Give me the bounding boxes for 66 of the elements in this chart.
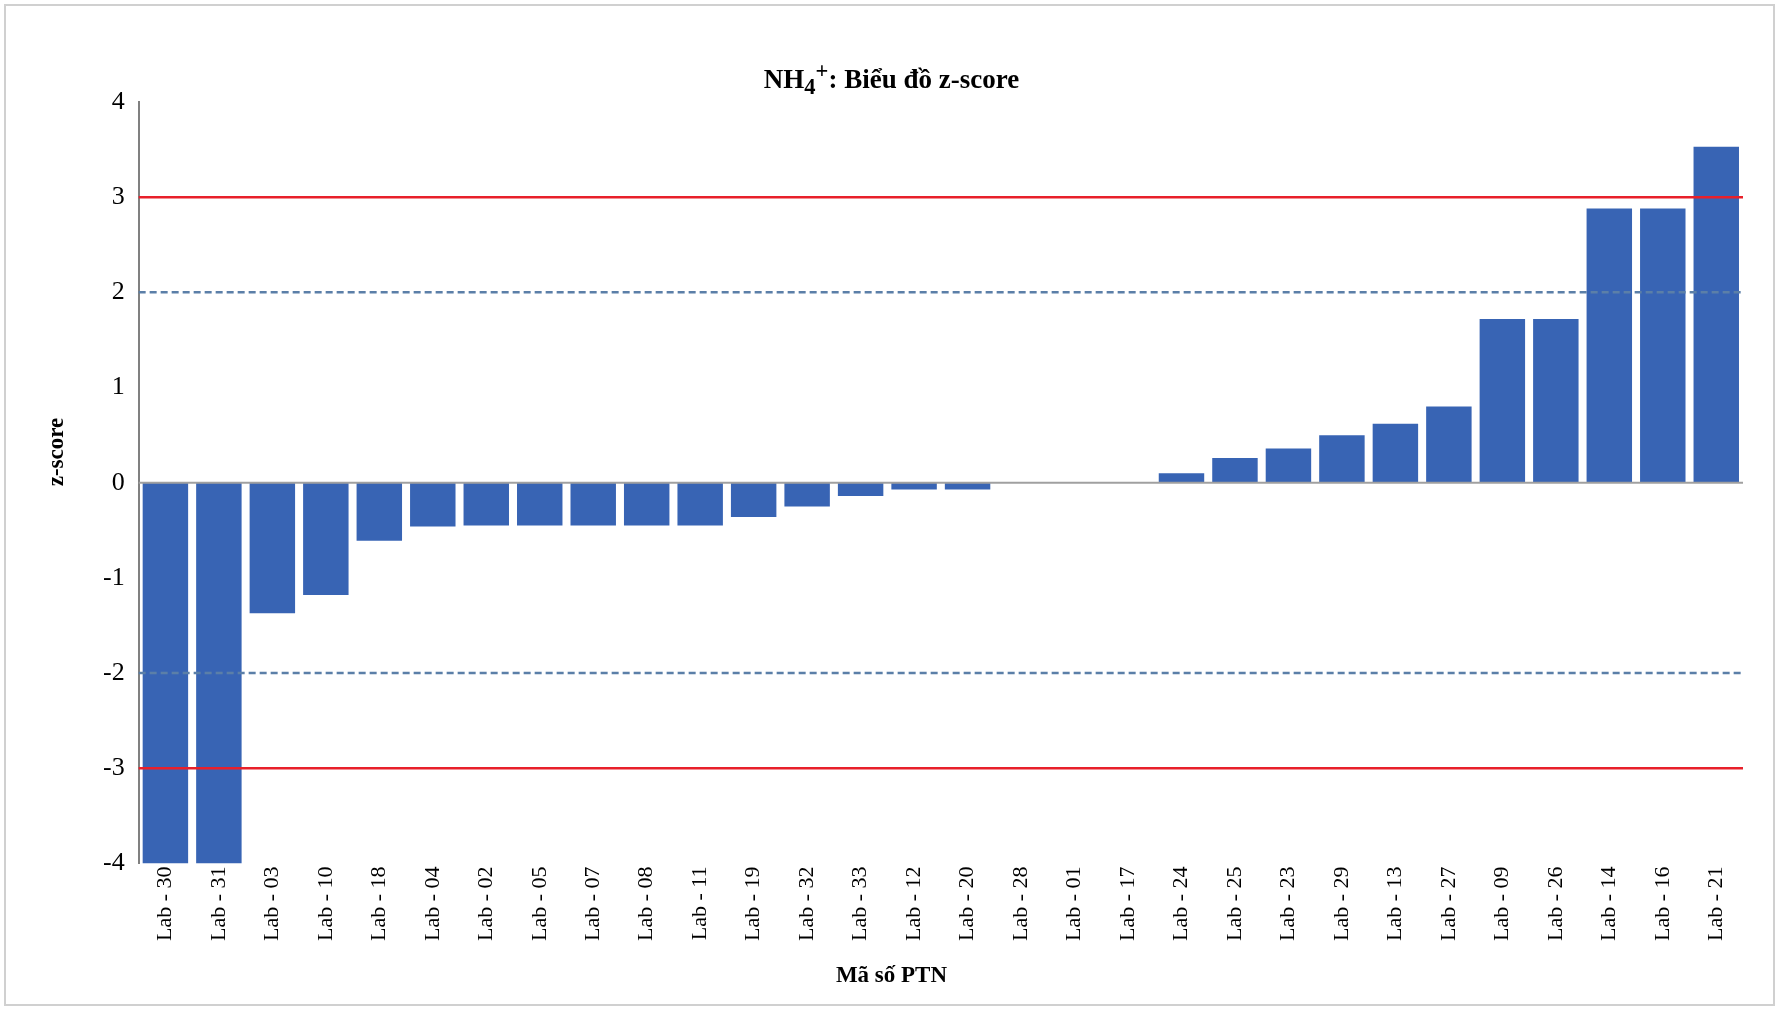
x-tick-label: Lab - 09 — [1488, 866, 1514, 941]
bar — [1426, 406, 1472, 483]
x-tick-label: Lab - 19 — [739, 866, 765, 941]
x-tick-label: Lab - 14 — [1595, 866, 1621, 941]
x-axis-title: Mã số PTN — [834, 962, 949, 988]
bar — [1640, 208, 1686, 483]
x-tick-label: Lab - 25 — [1220, 866, 1246, 941]
bar — [623, 482, 670, 526]
bar — [1319, 435, 1365, 483]
bar — [303, 482, 349, 596]
bar — [1533, 319, 1579, 483]
bar — [517, 482, 563, 526]
bar — [1693, 146, 1739, 483]
x-tick-label: Lab - 21 — [1702, 866, 1728, 941]
bar — [463, 482, 509, 526]
y-tick-label: 1 — [111, 371, 125, 401]
x-tick-label: Lab - 32 — [792, 866, 818, 941]
x-tick-label: Lab - 30 — [151, 866, 177, 941]
x-tick-label: Lab - 05 — [525, 866, 551, 941]
x-tick-label: Lab - 16 — [1648, 866, 1674, 941]
chart-title: NH$_{4}$$^{+}$: Biểu đồ z-score — [763, 58, 1020, 100]
y-axis-title: z-score — [43, 417, 69, 487]
x-tick-label: Lab - 29 — [1327, 866, 1353, 941]
x-tick-label: Lab - 23 — [1274, 866, 1300, 941]
x-tick-label: Lab - 33 — [846, 866, 872, 941]
x-tick-label: Lab - 20 — [953, 866, 979, 941]
x-tick-label: Lab - 04 — [418, 866, 444, 941]
y-tick-label: -3 — [102, 752, 125, 782]
bar — [1212, 457, 1258, 483]
x-tick-label: Lab - 02 — [472, 866, 498, 941]
x-tick-label: Lab - 13 — [1381, 866, 1407, 941]
x-tick-label: Lab - 18 — [365, 866, 391, 941]
y-tick-label: -2 — [102, 656, 125, 686]
y-tick-label: 2 — [111, 276, 125, 306]
x-tick-label: Lab - 01 — [1060, 866, 1086, 941]
bar — [356, 482, 403, 541]
bar — [1586, 208, 1633, 483]
bar — [1372, 423, 1419, 483]
bar — [730, 482, 777, 517]
x-tick-label: Lab - 31 — [204, 866, 230, 941]
y-tick-label: 0 — [111, 466, 125, 496]
x-tick-label: Lab - 28 — [1006, 866, 1032, 941]
x-tick-label: Lab - 17 — [1113, 866, 1139, 941]
y-tick-label: -1 — [102, 561, 125, 591]
x-tick-label: Lab - 12 — [899, 866, 925, 941]
bar — [196, 482, 242, 864]
x-tick-label: Lab - 27 — [1434, 866, 1460, 941]
x-tick-label: Lab - 07 — [579, 866, 604, 941]
bar — [1158, 473, 1205, 483]
bar — [142, 482, 189, 864]
bar — [1265, 448, 1312, 483]
x-tick-label: Lab - 24 — [1167, 866, 1193, 941]
x-tick-label: Lab - 26 — [1541, 866, 1567, 941]
bar — [784, 482, 830, 507]
y-tick-label: -4 — [102, 847, 125, 877]
x-tick-label: Lab - 03 — [258, 866, 284, 941]
x-tick-label: Lab - 08 — [632, 866, 658, 941]
bar — [410, 482, 456, 527]
x-tick-label: Lab - 10 — [311, 866, 337, 941]
y-tick-label: 4 — [111, 85, 125, 115]
y-tick-label: 3 — [111, 181, 125, 211]
bar — [1479, 319, 1526, 483]
bar — [570, 482, 616, 526]
x-tick-label: Lab - 11 — [685, 866, 711, 941]
bar — [249, 482, 296, 614]
bar — [677, 482, 723, 526]
